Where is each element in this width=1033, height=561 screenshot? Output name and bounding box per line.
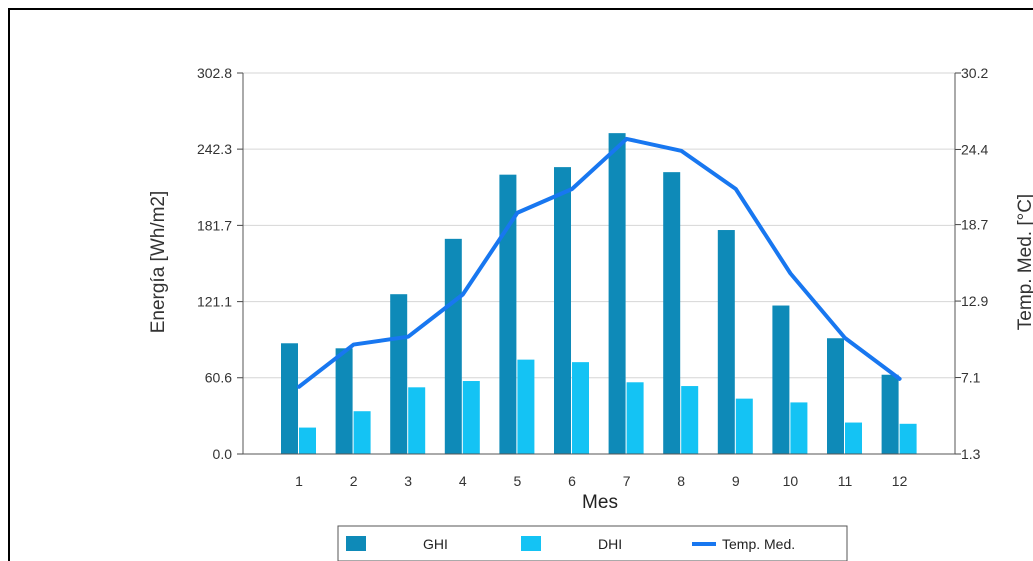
x-tick-label: 2 — [350, 473, 358, 489]
x-tick-label: 11 — [838, 473, 853, 489]
y2-axis-label: Temp. Med. [°C] — [1015, 194, 1033, 330]
bar-dhi — [299, 427, 316, 454]
bar-ghi — [444, 238, 462, 454]
y2-tick-label: 1.3 — [961, 446, 981, 462]
bar-ghi — [281, 343, 298, 454]
x-tick-label: 5 — [514, 473, 522, 489]
axes-group — [237, 72, 961, 455]
y-tick-label: 302.8 — [197, 65, 232, 81]
x-axis-label: Mes — [582, 492, 618, 513]
x-tick-label: 12 — [892, 473, 908, 489]
x-tick-label: 3 — [404, 473, 412, 489]
bar-ghi — [717, 230, 735, 454]
x-tick-label: 6 — [568, 473, 576, 489]
tick-labels-group: 0.0 60.6 121.1 181.7 242.3 302.8 1.3 7.1 12.9 18.… — [197, 65, 989, 489]
bar-dhi — [845, 422, 862, 454]
x-tick-label: 1 — [295, 473, 303, 489]
y-tick-label: 60.6 — [205, 370, 232, 386]
y2-tick-label: 12.9 — [961, 293, 988, 309]
bar-ghi — [554, 167, 571, 455]
y2-tick-label: 7.1 — [961, 370, 981, 386]
bar-ghi — [772, 305, 790, 454]
legend-swatch — [521, 536, 541, 551]
bar-dhi — [408, 387, 426, 454]
y2-tick-label: 30.2 — [961, 65, 988, 81]
bar-ghi — [827, 338, 844, 454]
bar-ghi — [881, 374, 899, 454]
x-tick-label: 9 — [732, 473, 740, 489]
y2-tick-label: 18.7 — [961, 217, 988, 233]
legend-label: Temp. Med. — [722, 536, 795, 552]
bar-dhi — [517, 359, 535, 454]
bar-dhi — [899, 423, 917, 454]
y-tick-label: 0.0 — [213, 446, 233, 462]
bar-dhi — [790, 402, 808, 454]
bar-ghi — [335, 348, 353, 454]
bar-ghi — [608, 133, 626, 454]
bar-dhi — [353, 411, 371, 454]
x-tick-label: 10 — [783, 473, 799, 489]
legend-swatch — [346, 536, 366, 551]
bar-dhi — [626, 382, 644, 454]
temperature-line-group — [297, 136, 902, 389]
grid-lines — [243, 72, 955, 379]
x-tick-label: 8 — [677, 473, 685, 489]
bar-dhi — [681, 386, 699, 454]
bar-dhi — [462, 381, 480, 454]
y-tick-label: 121.1 — [197, 294, 232, 310]
y-tick-label: 242.3 — [197, 141, 232, 157]
bar-dhi — [572, 362, 589, 454]
x-tick-label: 4 — [459, 473, 467, 489]
y2-tick-label: 24.4 — [961, 141, 988, 157]
legend-label: DHI — [598, 536, 622, 552]
bar-ghi — [390, 294, 408, 454]
bar-ghi — [499, 174, 517, 454]
legend: GHI DHI Temp. Med. — [337, 525, 848, 561]
x-tick-label: 7 — [623, 473, 631, 489]
y-tick-label: 181.7 — [197, 217, 232, 233]
legend-label: GHI — [423, 536, 448, 552]
chart-frame — [8, 8, 1033, 561]
y-axis-label: Energía [Wh/m2] — [148, 191, 169, 334]
bars-group — [281, 133, 917, 455]
bar-ghi — [663, 172, 681, 455]
legend-box — [337, 525, 848, 561]
bar-dhi — [735, 398, 753, 454]
temperature-line — [297, 136, 902, 389]
